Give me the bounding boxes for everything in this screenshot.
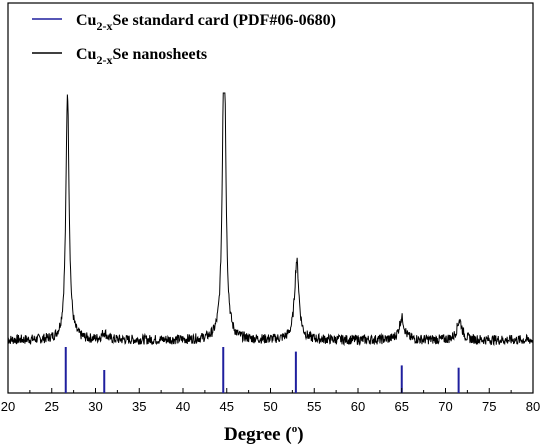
legend-label-nanosheets: Cu2-xSe nanosheets [76,46,207,67]
x-axis-tick-labels: 20 25 30 35 40 45 50 55 60 65 70 75 80 [1,399,540,414]
x-tick-label: 80 [526,399,540,414]
x-tick-label: 25 [45,399,59,414]
x-tick-label: 55 [307,399,321,414]
legend-label-standard: Cu2-xSe standard card (PDF#06-0680) [76,12,336,33]
x-axis-title: Degree (o) [224,423,304,445]
x-tick-label: 30 [88,399,102,414]
series-line-nanosheets [7,92,534,347]
x-tick-label: 35 [132,399,146,414]
x-tick-label: 40 [176,399,190,414]
standard-card-sticks [64,347,460,393]
x-tick-label: 20 [1,399,15,414]
x-tick-label: 45 [220,399,234,414]
legend: Cu2-xSe standard card (PDF#06-0680) Cu2-… [32,12,336,67]
x-tick-label: 70 [438,399,452,414]
x-tick-label: 50 [263,399,277,414]
x-axis-ticks [7,388,534,393]
x-tick-label: 60 [351,399,365,414]
x-tick-label: 65 [395,399,409,414]
x-tick-label: 75 [482,399,496,414]
